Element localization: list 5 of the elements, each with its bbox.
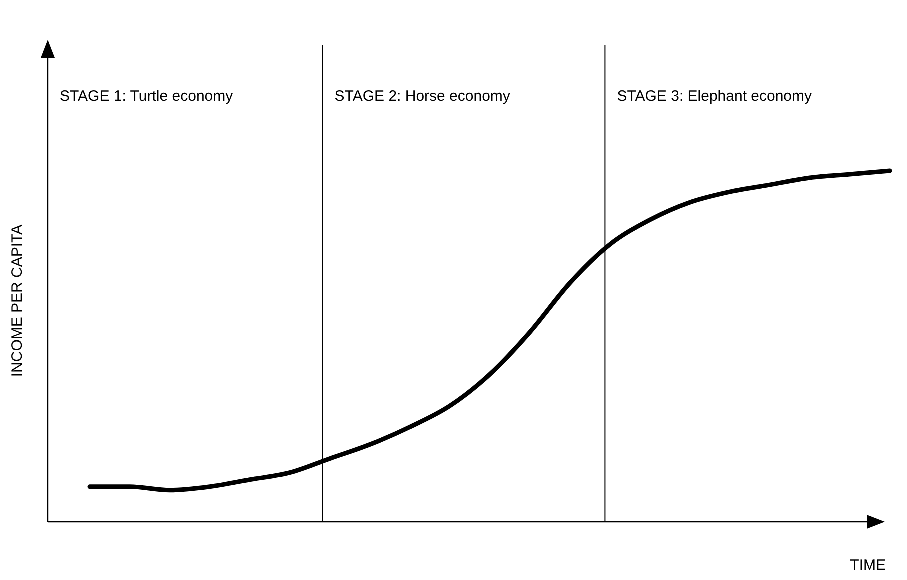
x-axis-title: TIME: [850, 557, 886, 574]
y-axis-title: INCOME PER CAPITA: [9, 224, 26, 378]
text: STAGE 3: Elephant economy: [617, 88, 813, 106]
text: STAGE 1: Turtle economy: [60, 88, 234, 106]
text: STAGE 2: Horse economy: [334, 88, 511, 106]
